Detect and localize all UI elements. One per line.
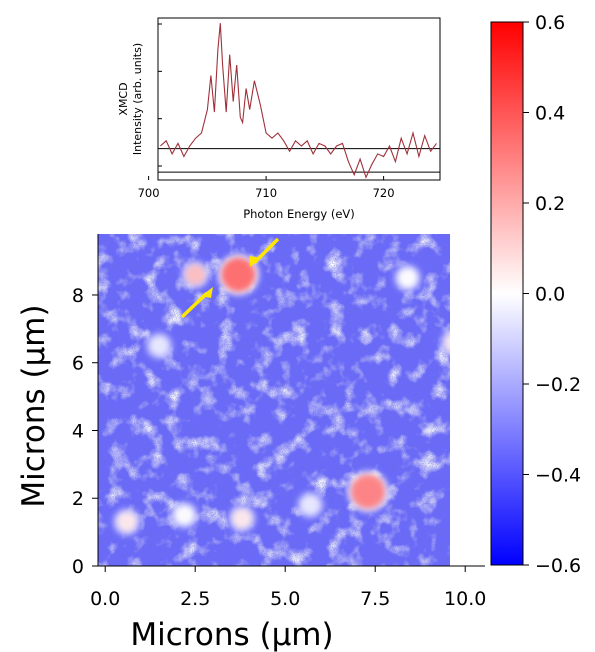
colorbar-tick-label: 0.6 [535,12,565,34]
heatmap-feature [444,332,464,352]
colorbar: 0.6 0.4 0.2 0.0 −0.2 −0.4 −0.6 [491,12,581,577]
heatmap-y-ticks: 0 2 4 6 8 [72,285,98,578]
colorbar-ticks: 0.6 0.4 0.2 0.0 −0.2 −0.4 −0.6 [523,12,581,577]
heatmap-feature [174,505,194,525]
heatmap-y-axis-label: Microns (μm) [16,304,52,507]
heatmap-x-tick-label: 0.0 [90,588,120,610]
inset-y-label-line-1: XMCD [117,82,130,115]
xmcd-heatmap: 0.0 2.5 5.0 7.5 10.0 0 2 4 6 8 Microns (μm) Micr… [16,234,486,652]
heatmap-feature [232,509,252,529]
colorbar-tick-label: −0.6 [535,555,581,577]
colorbar-tick-label: 0.4 [535,103,565,125]
colorbar-tick-label: 0.0 [535,284,565,306]
heatmap-feature [185,265,205,285]
heatmap-x-tick-label: 5.0 [270,588,300,610]
colorbar-gradient [491,22,523,565]
heatmap-x-axis-label: Microns (μm) [130,617,333,652]
heatmap-image [98,234,468,566]
heatmap-y-tick-label: 2 [72,488,84,510]
inset-plot-frame [158,18,440,180]
xmcd-spectrum-inset: 700 710 720 Photon Energy (eV) XMCD Intens… [117,18,440,221]
heatmap-y-tick-label: 4 [72,420,84,442]
heatmap-y-tick-label: 6 [72,353,84,375]
colorbar-tick-label: −0.4 [535,465,581,487]
inset-x-tick-label: 700 [138,186,160,200]
heatmap-feature [117,512,137,532]
colorbar-tick-label: −0.2 [535,374,581,396]
heatmap-feature [351,474,385,508]
heatmap-x-tick-label: 7.5 [360,588,390,610]
heatmap-y-tick-label: 8 [72,285,84,307]
inset-x-tick-label: 710 [255,186,277,200]
heatmap-feature [149,336,169,356]
heatmap-x-tick-label: 2.5 [180,588,210,610]
inset-y-label-line-2: Intensity (arb. units) [131,43,144,155]
inset-x-axis-label: Photon Energy (eV) [243,207,355,221]
heatmap-y-tick-label: 0 [72,556,84,578]
heatmap-x-tick-label: 10.0 [444,588,486,610]
inset-y-axis-label: XMCD Intensity (arb. units) [117,43,144,155]
colorbar-tick-label: 0.2 [535,193,565,215]
heatmap-feature [398,268,418,288]
heatmap-feature [300,495,320,515]
inset-x-tick-label: 720 [373,186,395,200]
heatmap-x-ticks: 0.0 2.5 5.0 7.5 10.0 [90,566,486,610]
